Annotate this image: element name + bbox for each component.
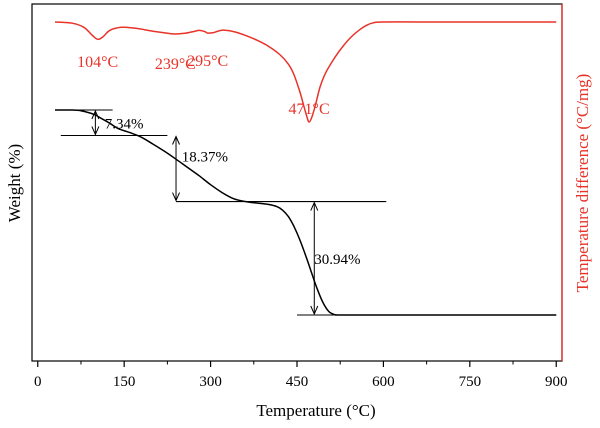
x-tick-label: 150 [113, 374, 136, 390]
dta-curve [54, 21, 557, 123]
dta-peak-label: 471°C [289, 101, 330, 118]
left-axis-title: Weight (%) [5, 144, 24, 222]
step-arrow-head-up [310, 201, 319, 211]
x-axis-ticks [37, 361, 557, 367]
mass-loss-label: 30.94% [314, 252, 360, 268]
x-axis-tick-labels: 0 150 300 450 600 750 900 [34, 374, 567, 390]
right-axis-title: Temperature difference (°C/mg) [573, 74, 592, 293]
dta-peak-label: 239°C [155, 56, 196, 73]
step-arrow-head-down [172, 192, 180, 202]
series-layer [54, 21, 557, 316]
tg-weight-curve [54, 109, 557, 316]
annotation-layer: 7.34% 18.37% 30.94% [60, 109, 557, 316]
step-arrow-head-down [91, 126, 100, 136]
dta-peak-label: 104°C [77, 54, 118, 71]
x-tick-label: 600 [372, 374, 395, 390]
step-arrow-head-down [310, 305, 319, 316]
x-tick-label: 300 [199, 374, 222, 390]
step-arrow-head-up [91, 109, 100, 120]
dta-peak-label: 295°C [187, 53, 228, 70]
x-axis-title: Temperature (°C) [256, 401, 375, 420]
x-tick-label: 450 [286, 374, 309, 390]
x-tick-label: 0 [34, 374, 42, 390]
x-tick-label: 900 [545, 374, 568, 390]
mass-loss-label: 18.37% [182, 150, 228, 166]
mass-loss-label: 7.34% [105, 116, 144, 132]
step-arrow-head-up [172, 135, 180, 145]
x-tick-label: 750 [459, 374, 482, 390]
